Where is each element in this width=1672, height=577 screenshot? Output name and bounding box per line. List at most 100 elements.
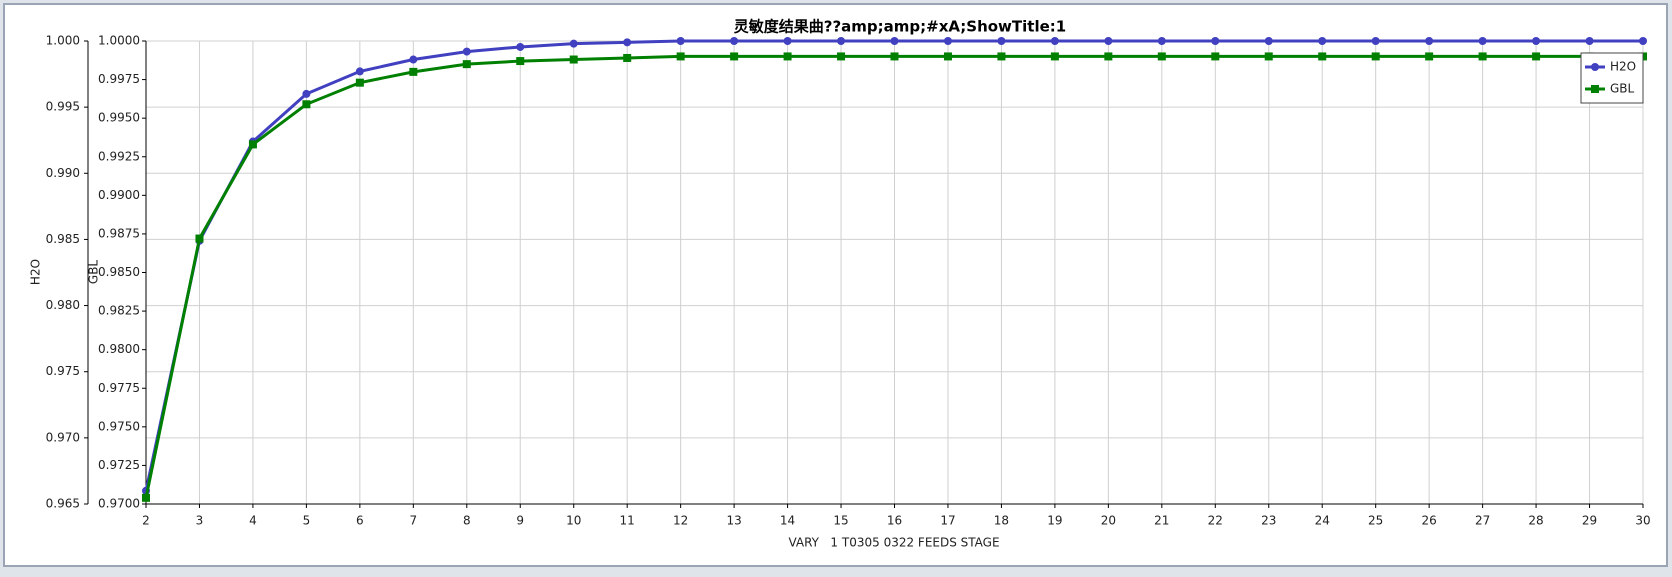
x-tick-label: 9 xyxy=(516,514,524,528)
y-axis-title: H2O xyxy=(29,259,43,285)
point xyxy=(1050,37,1059,45)
x-tick-label: 17 xyxy=(940,514,955,528)
x-tick-label: 12 xyxy=(673,514,688,528)
y2-tick-label: 0.9800 xyxy=(98,342,140,356)
point xyxy=(783,37,792,45)
x-tick-label: 18 xyxy=(994,514,1009,528)
point xyxy=(462,47,471,56)
point xyxy=(1264,52,1273,61)
point xyxy=(142,493,150,502)
point xyxy=(1532,52,1541,61)
point xyxy=(409,67,418,76)
x-tick-label: 11 xyxy=(620,514,635,528)
x-tick-label: 27 xyxy=(1475,514,1490,528)
y2-tick-label: 0.9925 xyxy=(98,149,140,163)
point xyxy=(730,37,739,45)
y-tick-label: 0.995 xyxy=(46,100,80,114)
point xyxy=(195,234,204,243)
y2-tick-label: 1.0000 xyxy=(98,34,140,48)
legend xyxy=(1580,52,1644,104)
x-tick-label: 2 xyxy=(142,514,150,528)
point xyxy=(1104,37,1113,45)
x-tick-label: 16 xyxy=(887,514,902,528)
legend-label: GBL xyxy=(1610,82,1635,96)
y2-axis-title: GBL xyxy=(87,260,101,285)
legend-label: H2O xyxy=(1610,60,1636,74)
y2-tick-label: 0.9825 xyxy=(98,304,140,318)
y-tick-label: 1.000 xyxy=(46,34,80,48)
point xyxy=(943,37,952,45)
point xyxy=(1157,37,1166,45)
point xyxy=(1050,52,1059,61)
point xyxy=(1639,37,1647,45)
y2-tick-label: 0.9700 xyxy=(98,497,140,511)
point xyxy=(302,89,311,98)
y2-tick-label: 0.9900 xyxy=(98,188,140,202)
point xyxy=(1371,52,1380,61)
point xyxy=(997,52,1006,61)
x-tick-label: 4 xyxy=(249,514,257,528)
x-tick-label: 21 xyxy=(1154,514,1169,528)
y2-tick-label: 0.9975 xyxy=(98,72,140,86)
point xyxy=(676,52,685,61)
point xyxy=(1371,37,1380,45)
point xyxy=(516,42,525,51)
x-tick-label: 29 xyxy=(1582,514,1597,528)
point xyxy=(1211,52,1220,61)
point xyxy=(1478,37,1487,45)
x-tick-label: 14 xyxy=(780,514,795,528)
point xyxy=(997,37,1006,45)
point xyxy=(837,37,846,45)
legend-marker xyxy=(1591,63,1599,71)
x-tick-label: 22 xyxy=(1208,514,1223,528)
point xyxy=(355,78,364,87)
y2-tick-label: 0.9750 xyxy=(98,419,140,433)
x-tick-label: 25 xyxy=(1368,514,1383,528)
y-tick-label: 0.965 xyxy=(46,497,80,511)
point xyxy=(943,52,952,61)
point xyxy=(409,55,418,64)
x-tick-label: 10 xyxy=(566,514,581,528)
point xyxy=(676,37,685,45)
point xyxy=(569,39,578,48)
point xyxy=(783,52,792,61)
point xyxy=(890,52,899,61)
point xyxy=(1425,37,1434,45)
y2-tick-label: 0.9850 xyxy=(98,265,140,279)
chart-title: 灵敏度结果曲??amp;amp;#xA;ShowTitle:1 xyxy=(734,18,1066,36)
chart-frame xyxy=(3,3,1668,567)
x-tick-label: 15 xyxy=(833,514,848,528)
x-tick-label: 26 xyxy=(1422,514,1437,528)
y2-tick-label: 0.9775 xyxy=(98,381,140,395)
point xyxy=(248,140,257,149)
point xyxy=(1478,52,1487,61)
legend-marker xyxy=(1591,85,1599,93)
x-tick-label: 6 xyxy=(356,514,364,528)
point xyxy=(623,53,632,62)
point xyxy=(302,100,311,109)
y-tick-label: 0.985 xyxy=(46,232,80,246)
point xyxy=(837,52,846,61)
x-tick-label: 30 xyxy=(1635,514,1650,528)
x-tick-label: 23 xyxy=(1261,514,1276,528)
point xyxy=(516,57,525,66)
x-axis-title: VARY 1 T0305 0322 FEEDS STAGE xyxy=(788,536,999,550)
point xyxy=(569,55,578,64)
point xyxy=(1211,37,1220,45)
point xyxy=(1157,52,1166,61)
x-tick-label: 19 xyxy=(1047,514,1062,528)
y2-tick-label: 0.9725 xyxy=(98,458,140,472)
y2-tick-label: 0.9875 xyxy=(98,226,140,240)
y2-tick-label: 0.9950 xyxy=(98,111,140,125)
x-tick-label: 8 xyxy=(463,514,471,528)
y-tick-label: 0.980 xyxy=(46,298,80,312)
y-tick-label: 0.970 xyxy=(46,430,80,444)
x-tick-label: 24 xyxy=(1315,514,1330,528)
x-tick-label: 20 xyxy=(1101,514,1116,528)
point xyxy=(355,67,364,76)
point xyxy=(730,52,739,61)
x-tick-label: 3 xyxy=(196,514,204,528)
point xyxy=(1104,52,1113,61)
x-tick-label: 5 xyxy=(303,514,311,528)
